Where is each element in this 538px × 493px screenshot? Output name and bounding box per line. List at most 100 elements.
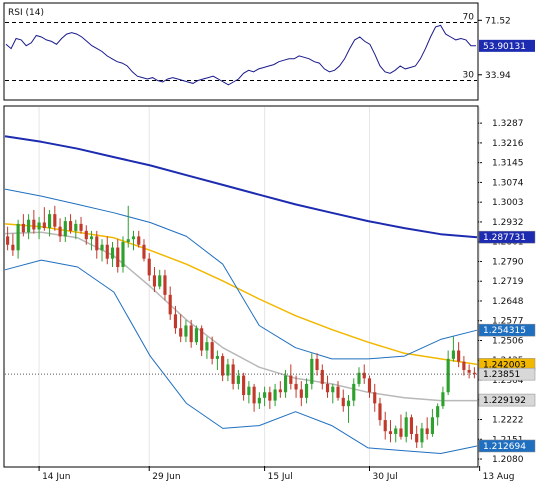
price-tick-label: 1.3003 bbox=[492, 198, 524, 208]
candle-body bbox=[200, 328, 204, 351]
candle-body bbox=[53, 214, 57, 227]
candle-body bbox=[294, 383, 298, 390]
candle-body bbox=[100, 244, 104, 251]
candle-body bbox=[21, 223, 25, 233]
candle-body bbox=[48, 214, 52, 229]
candle-body bbox=[436, 406, 440, 418]
date-tick-label: 13 Aug bbox=[483, 472, 515, 482]
price-tick-label: 1.2080 bbox=[492, 455, 524, 465]
candle-body bbox=[226, 364, 230, 376]
candle-body bbox=[194, 328, 198, 343]
candle-body bbox=[304, 383, 309, 398]
candle-body bbox=[378, 403, 382, 421]
candle-body bbox=[116, 247, 120, 268]
price-tick-label: 1.3145 bbox=[492, 159, 524, 169]
price-tag-label: 1.229192 bbox=[483, 396, 526, 406]
candle-body bbox=[6, 236, 10, 245]
candle-body bbox=[257, 397, 261, 404]
candle-body bbox=[446, 358, 450, 393]
candle-body bbox=[462, 361, 466, 370]
price-tick-label: 1.3287 bbox=[492, 119, 524, 129]
candle-body bbox=[352, 383, 356, 401]
candle-body bbox=[341, 397, 345, 407]
candle-body bbox=[441, 392, 445, 407]
candle-body bbox=[357, 372, 361, 384]
candle-body bbox=[58, 226, 62, 237]
candle-body bbox=[325, 383, 330, 393]
candle-body bbox=[409, 417, 414, 434]
candle-body bbox=[284, 375, 288, 393]
candle-body bbox=[110, 247, 115, 259]
date-tick-label: 30 Jul bbox=[372, 472, 397, 482]
price-tag-label: 1.212694 bbox=[483, 442, 526, 452]
candle-body bbox=[236, 375, 240, 384]
candle-body bbox=[252, 386, 256, 404]
line-sma50 bbox=[4, 223, 478, 366]
line-sma20 bbox=[4, 231, 477, 402]
candle-body bbox=[32, 219, 36, 230]
candle-body bbox=[179, 328, 183, 337]
price-tick-label: 1.2648 bbox=[492, 297, 524, 307]
price-tick-label: 1.2222 bbox=[492, 416, 524, 426]
candle-body bbox=[95, 236, 99, 251]
candle-body bbox=[420, 428, 424, 443]
line-sma200 bbox=[4, 135, 478, 239]
price-tag-bg bbox=[478, 393, 536, 407]
price-tick-label: 1.2506 bbox=[492, 336, 524, 346]
price-tag-label: 1.287731 bbox=[483, 233, 526, 243]
candle-body bbox=[74, 223, 78, 231]
line-bb-lower bbox=[4, 259, 478, 454]
candle-body bbox=[404, 417, 408, 437]
candle-body bbox=[362, 372, 366, 379]
candle-body bbox=[457, 350, 461, 362]
candle-body bbox=[184, 325, 188, 337]
price-tag-label: 1.23851 bbox=[483, 370, 520, 380]
candle-body bbox=[189, 325, 193, 343]
price-tick-label: 1.2719 bbox=[492, 277, 524, 287]
candle-body bbox=[63, 221, 67, 237]
candle-body bbox=[472, 372, 476, 375]
date-tick-label: 15 Jul bbox=[268, 472, 293, 482]
candle-body bbox=[215, 356, 219, 359]
price-tag-bg bbox=[478, 367, 536, 381]
rsi-axis: 71.52 33.94 bbox=[478, 16, 511, 81]
rsi-last-value-tag-bg bbox=[479, 39, 535, 52]
candle-body bbox=[221, 356, 225, 376]
price-tag-bg bbox=[478, 230, 536, 244]
candle-body bbox=[147, 258, 151, 276]
candle-body bbox=[105, 244, 109, 259]
candle-body bbox=[315, 358, 319, 370]
candle-body bbox=[425, 428, 429, 434]
candle-body bbox=[299, 389, 303, 398]
price-tick-label: 1.3074 bbox=[492, 178, 524, 188]
price-tick-label: 1.3216 bbox=[492, 139, 524, 149]
candle-body bbox=[331, 386, 335, 393]
candle-body bbox=[42, 222, 46, 229]
candle-body bbox=[210, 342, 214, 359]
candle-body bbox=[205, 342, 209, 351]
candle-body bbox=[415, 433, 419, 443]
rsi-overbought-label: 70 bbox=[463, 13, 475, 23]
candle-body bbox=[273, 389, 277, 401]
candle-body bbox=[163, 275, 167, 295]
candle-body bbox=[278, 389, 282, 393]
price-tag-label: 1.242003 bbox=[483, 360, 526, 370]
candle-body bbox=[268, 392, 272, 401]
rsi-line-group bbox=[5, 24, 477, 86]
candle-body bbox=[27, 219, 31, 233]
candle-body bbox=[168, 294, 172, 315]
price-tag-bg bbox=[478, 439, 536, 453]
price-tick-label: 1.2577 bbox=[492, 317, 524, 327]
candle-body bbox=[242, 375, 246, 396]
rsi-line bbox=[5, 24, 477, 86]
rsi-tick-label: 71.52 bbox=[485, 16, 511, 26]
line-bb-upper bbox=[4, 188, 478, 360]
candle-body bbox=[467, 369, 471, 373]
price-tag-bg bbox=[478, 323, 536, 337]
candle-body bbox=[247, 386, 251, 396]
candle-body bbox=[367, 378, 372, 393]
candle-body bbox=[320, 369, 324, 384]
